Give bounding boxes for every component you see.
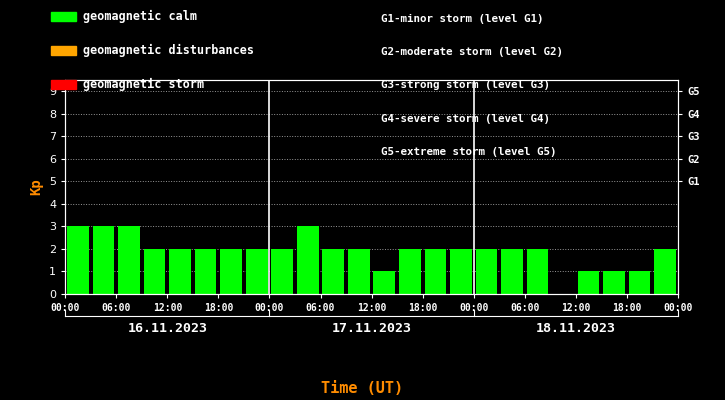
Bar [271, 249, 293, 294]
Bar [246, 249, 268, 294]
Bar [654, 249, 676, 294]
Text: geomagnetic disturbances: geomagnetic disturbances [83, 44, 254, 56]
Text: G5-extreme storm (level G5): G5-extreme storm (level G5) [381, 147, 556, 157]
Bar [297, 226, 318, 294]
Text: 17.11.2023: 17.11.2023 [331, 322, 412, 335]
Bar [476, 249, 497, 294]
Text: 16.11.2023: 16.11.2023 [128, 322, 207, 335]
Text: G2-moderate storm (level G2): G2-moderate storm (level G2) [381, 47, 563, 57]
Bar [195, 249, 217, 294]
Bar [399, 249, 420, 294]
Text: geomagnetic storm: geomagnetic storm [83, 78, 204, 90]
Bar [629, 272, 650, 294]
Bar [526, 249, 548, 294]
Text: G4-severe storm (level G4): G4-severe storm (level G4) [381, 114, 550, 124]
Bar [220, 249, 242, 294]
Bar [144, 249, 165, 294]
Bar [450, 249, 472, 294]
Bar [603, 272, 625, 294]
Bar [93, 226, 115, 294]
Text: geomagnetic calm: geomagnetic calm [83, 10, 197, 22]
Text: G3-strong storm (level G3): G3-strong storm (level G3) [381, 80, 550, 90]
Bar [118, 226, 140, 294]
Bar [425, 249, 446, 294]
Bar [501, 249, 523, 294]
Text: Time (UT): Time (UT) [321, 381, 404, 396]
Bar [348, 249, 370, 294]
Bar [578, 272, 600, 294]
Bar [169, 249, 191, 294]
Bar [323, 249, 344, 294]
Bar [373, 272, 395, 294]
Bar [67, 226, 89, 294]
Text: 18.11.2023: 18.11.2023 [536, 322, 616, 335]
Y-axis label: Kp: Kp [30, 179, 44, 195]
Text: G1-minor storm (level G1): G1-minor storm (level G1) [381, 14, 543, 24]
